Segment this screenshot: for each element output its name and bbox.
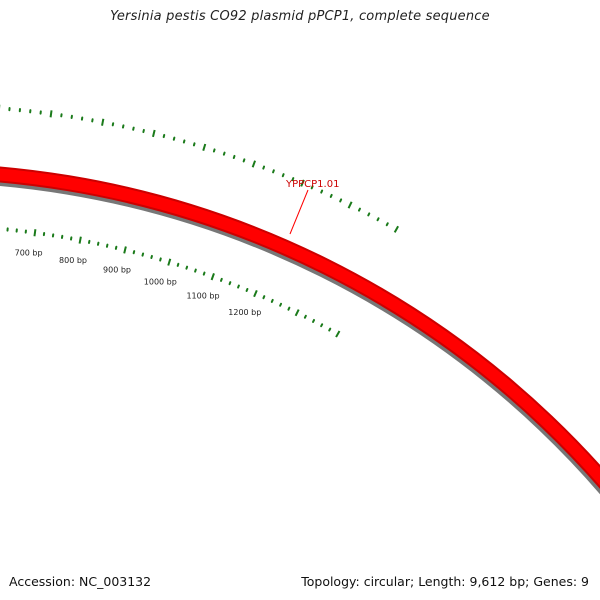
ruler-label-1100bp: 1100 bp	[186, 292, 219, 301]
outer-minor-tick	[385, 222, 389, 227]
outer-minor-tick	[242, 158, 246, 163]
outer-minor-tick	[281, 173, 285, 178]
inner-minor-tick	[237, 284, 240, 289]
inner-major-tick	[294, 309, 300, 317]
outer-minor-tick	[272, 169, 275, 174]
inner-minor-tick	[176, 262, 180, 267]
inner-minor-tick	[194, 268, 197, 273]
inner-minor-tick	[287, 306, 291, 311]
feature-label-yppcp1-01[interactable]: YPPCP1.01	[285, 179, 339, 190]
inner-minor-tick	[114, 245, 118, 250]
inner-major-tick	[210, 273, 215, 281]
topology-value: circular	[363, 574, 410, 589]
ruler-label-900bp: 900 bp	[103, 266, 131, 275]
outer-minor-tick	[182, 139, 186, 144]
topology-label: Topology:	[301, 574, 360, 589]
inner-minor-tick	[150, 254, 153, 260]
inner-major-tick	[33, 229, 37, 237]
outer-minor-tick	[339, 198, 343, 203]
accession-label: Accession:	[9, 574, 76, 589]
accession-value: NC_003132	[79, 574, 152, 589]
outer-minor-tick	[142, 128, 145, 134]
inner-minor-tick	[141, 252, 145, 257]
plasmid-backbone	[0, 181, 600, 495]
inner-minor-tick	[328, 327, 332, 332]
outer-major-tick	[151, 129, 156, 138]
outer-minor-tick	[329, 193, 333, 198]
inner-major-tick	[335, 330, 341, 338]
outer-minor-tick	[192, 142, 196, 147]
outer-minor-tick	[310, 185, 314, 190]
inner-major-tick	[123, 246, 127, 254]
inner-major-tick	[78, 236, 82, 244]
outer-major-tick	[300, 179, 305, 187]
gene-feature-arc[interactable]	[0, 168, 600, 600]
genes-label: Genes:	[533, 574, 578, 589]
map-title: Yersinia pestis CO92 plasmid pPCP1, comp…	[110, 9, 490, 24]
ruler-label-800bp: 800 bp	[59, 256, 87, 265]
inner-major-tick	[253, 289, 258, 298]
ruler-label-1200bp: 1200 bp	[228, 308, 261, 317]
inner-minor-tick	[132, 250, 136, 255]
inner-minor-tick	[312, 318, 316, 323]
inner-minor-tick	[245, 287, 249, 293]
feature-label-leader-line	[289, 189, 309, 235]
inner-minor-tick	[270, 298, 274, 303]
inner-minor-tick	[279, 302, 283, 307]
inner-minor-tick	[262, 295, 266, 300]
outer-minor-tick	[172, 136, 176, 141]
inner-minor-tick	[220, 277, 223, 282]
outer-major-tick	[101, 118, 105, 126]
inner-minor-tick	[202, 271, 206, 276]
outer-minor-tick	[232, 154, 236, 160]
length-label: Length:	[418, 574, 466, 589]
inner-minor-tick	[228, 281, 232, 286]
inner-minor-tick	[185, 265, 189, 270]
outer-minor-tick	[320, 189, 324, 194]
inner-minor-tick	[159, 257, 162, 262]
outer-minor-tick	[367, 212, 371, 217]
length-value: 9,612 bp	[469, 574, 526, 589]
outer-major-tick	[393, 225, 399, 233]
outer-minor-tick	[357, 207, 361, 212]
outer-minor-tick	[212, 148, 216, 153]
outer-minor-tick	[376, 217, 380, 222]
inner-tick-ring	[6, 227, 341, 338]
outer-minor-tick	[222, 151, 226, 156]
sequence-summary: Topology: circular; Length: 9,612 bp; Ge…	[301, 574, 589, 589]
accession-info: Accession: NC_003132	[9, 574, 151, 589]
outer-minor-tick	[262, 165, 266, 170]
genes-value: 9	[581, 574, 589, 589]
outer-major-tick	[347, 201, 353, 209]
outer-major-tick	[251, 160, 257, 168]
outer-tick-ring	[0, 104, 399, 233]
outer-major-tick	[202, 143, 207, 151]
inner-major-tick	[167, 258, 172, 266]
outer-minor-tick	[291, 177, 295, 182]
ruler-label-1000bp: 1000 bp	[144, 277, 177, 286]
outer-major-tick	[49, 110, 53, 118]
outer-minor-tick	[162, 133, 166, 139]
inner-minor-tick	[303, 314, 307, 319]
ruler-label-700bp: 700 bp	[15, 249, 43, 258]
inner-minor-tick	[320, 323, 324, 328]
